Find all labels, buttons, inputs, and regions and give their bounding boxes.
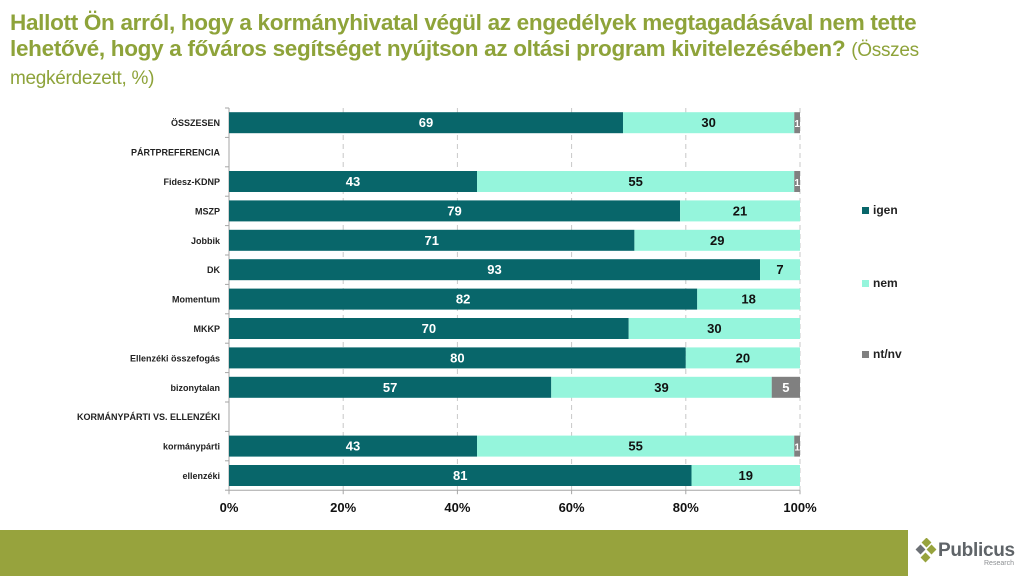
category-label: MKKP: [194, 324, 221, 334]
data-label: 1: [794, 119, 800, 130]
publicus-logo-icon: [915, 538, 937, 563]
bar-igen: [229, 288, 698, 310]
x-tick-label: 20%: [330, 500, 356, 515]
legend-label: igen: [873, 203, 898, 217]
chart-title-main: Hallott Ön arról, hogy a kormányhivatal …: [10, 10, 917, 61]
category-label: kormánypárti: [163, 442, 220, 452]
data-label: 30: [701, 115, 715, 130]
bar-nem: [477, 435, 795, 457]
chart-title: Hallott Ön arról, hogy a kormányhivatal …: [10, 10, 990, 92]
data-label: 18: [741, 292, 755, 307]
bar-igen: [229, 318, 629, 339]
bar-nem: [685, 347, 800, 369]
data-label: 93: [487, 262, 501, 277]
legend-swatch: [862, 280, 869, 287]
category-label: ellenzéki: [182, 471, 220, 481]
x-tick-label: 0%: [220, 500, 239, 515]
bar-ntnv: [794, 435, 800, 457]
bar-nem: [477, 171, 795, 192]
bar-igen: [229, 259, 761, 281]
category-label: PÁRTPREFERENCIA: [131, 148, 221, 158]
publicus-logo-text: Publicus: [938, 540, 1015, 561]
data-label: 55: [628, 174, 642, 189]
data-label: 21: [733, 203, 747, 218]
data-label: 43: [346, 174, 360, 189]
data-label: 55: [628, 439, 642, 454]
x-tick-label: 100%: [783, 500, 817, 515]
data-label: 71: [424, 233, 438, 248]
bar-igen: [229, 112, 623, 134]
data-label: 20: [736, 350, 750, 365]
data-label: 7: [776, 262, 783, 277]
category-label: bizonytalan: [170, 383, 220, 393]
bar-nem: [634, 229, 800, 251]
stacked-bar-chart: 0% 20% 40% 60% 80% 100% ÖSSZESEN 69 30 1 PÁRTPREFE…: [77, 107, 902, 515]
data-label: 82: [456, 292, 470, 307]
legend-swatch: [862, 207, 869, 214]
bar-igen: [229, 376, 552, 398]
x-tick-label: 60%: [559, 500, 585, 515]
data-label: 57: [383, 380, 397, 395]
data-label: 5: [782, 380, 789, 395]
category-label: Momentum: [172, 295, 220, 305]
x-tick-label: 80%: [673, 500, 699, 515]
bar-ntnv: [794, 171, 800, 192]
bar-igen: [229, 465, 692, 486]
bar-igen: [229, 347, 686, 369]
category-label: KORMÁNYPÁRTI VS. ELLENZÉKI: [77, 412, 220, 422]
legend-label: nem: [873, 276, 898, 290]
data-label: 79: [447, 203, 461, 218]
bar-igen: [229, 200, 681, 222]
x-tick-label: 40%: [444, 500, 470, 515]
category-label: Fidesz-KDNP: [163, 177, 220, 187]
data-label: 1: [794, 178, 800, 189]
category-label: Jobbik: [191, 236, 221, 246]
publicus-logo-subtext: Research: [984, 560, 1014, 567]
data-label: 1: [794, 443, 800, 454]
bar-igen: [229, 229, 635, 251]
category-label: MSZP: [195, 206, 220, 216]
data-label: 69: [419, 115, 433, 130]
chart-title-sub: (Összes megkérdezett, %): [10, 40, 919, 89]
category-label: ÖSSZESEN: [171, 118, 220, 128]
legend-label: nt/nv: [873, 347, 902, 361]
bar-igen: [229, 435, 478, 457]
data-label: 70: [422, 321, 436, 336]
bar-igen: [229, 171, 478, 192]
data-label: 80: [450, 350, 464, 365]
data-label: 19: [739, 468, 753, 483]
data-label: 29: [710, 233, 724, 248]
category-label: Ellenzéki összefogás: [130, 353, 220, 363]
bar-nem: [691, 465, 800, 486]
data-label: 30: [707, 321, 721, 336]
data-label: 81: [453, 468, 467, 483]
bar-ntnv: [794, 112, 800, 134]
publicus-logo: Publicus Research: [914, 538, 1024, 570]
bar-nem: [622, 112, 795, 134]
footer-band: [0, 530, 908, 576]
bar-nem: [760, 259, 800, 281]
bar-ntnv: [771, 376, 800, 398]
data-label: 43: [346, 439, 360, 454]
category-label: DK: [207, 265, 220, 275]
bar-nem: [680, 200, 800, 222]
data-label: 39: [654, 380, 668, 395]
bar-nem: [628, 318, 800, 339]
bar-nem: [551, 376, 772, 398]
bar-nem: [697, 288, 800, 310]
legend-swatch: [862, 351, 869, 358]
